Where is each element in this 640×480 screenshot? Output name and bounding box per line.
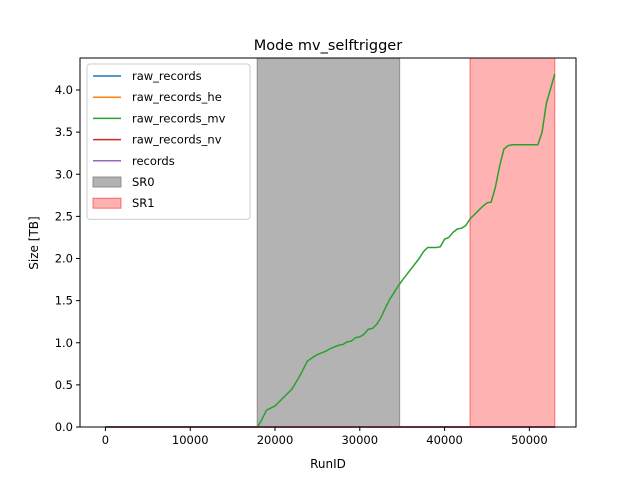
x-tick-label: 10000 xyxy=(172,433,209,447)
y-tick-label: 4.0 xyxy=(55,83,73,97)
y-tick-label: 3.5 xyxy=(55,125,73,139)
x-tick-label: 30000 xyxy=(341,433,378,447)
y-axis: 0.0 0.5 1.0 1.5 2.0 2.5 3.0 3.5 4.0 xyxy=(55,83,80,434)
legend-swatch-sr0 xyxy=(92,176,122,188)
span-sr1 xyxy=(469,57,556,428)
x-tick-label: 50000 xyxy=(511,433,548,447)
chart-title: Mode mv_selftrigger xyxy=(254,38,402,54)
span-sr0 xyxy=(256,57,401,428)
legend-swatch-sr1 xyxy=(92,197,122,209)
y-tick-label: 0.0 xyxy=(55,420,73,434)
x-axis: 0 10000 20000 30000 40000 50000 xyxy=(102,427,548,447)
legend-label-records: records xyxy=(132,154,175,168)
legend-label-raw-records-nv: raw_records_nv xyxy=(132,133,222,147)
x-tick-label: 0 xyxy=(102,433,109,447)
y-tick-label: 2.0 xyxy=(55,252,73,266)
y-tick-label: 1.0 xyxy=(55,336,73,350)
y-tick-label: 1.5 xyxy=(55,294,73,308)
x-axis-label: RunID xyxy=(310,457,346,471)
y-tick-label: 2.5 xyxy=(55,209,73,223)
legend-label-sr0: SR0 xyxy=(132,175,155,189)
legend-label-raw-records-he: raw_records_he xyxy=(132,90,222,104)
y-tick-label: 3.0 xyxy=(55,167,73,181)
y-tick-label: 0.5 xyxy=(55,378,73,392)
x-tick-label: 20000 xyxy=(257,433,294,447)
y-axis-label: Size [TB] xyxy=(27,216,41,269)
series-line-raw-records-mv xyxy=(105,73,556,428)
x-tick-label: 40000 xyxy=(426,433,463,447)
legend-label-sr1: SR1 xyxy=(132,196,155,210)
legend: raw_records raw_records_he raw_records_mvr… xyxy=(86,63,251,220)
legend-label-raw-records: raw_records xyxy=(132,69,202,83)
shaded-regions xyxy=(256,57,556,428)
legend-label-raw-records-mv: raw_records_mv xyxy=(132,111,226,125)
legend-box xyxy=(86,63,251,220)
plot-frame xyxy=(79,57,577,428)
